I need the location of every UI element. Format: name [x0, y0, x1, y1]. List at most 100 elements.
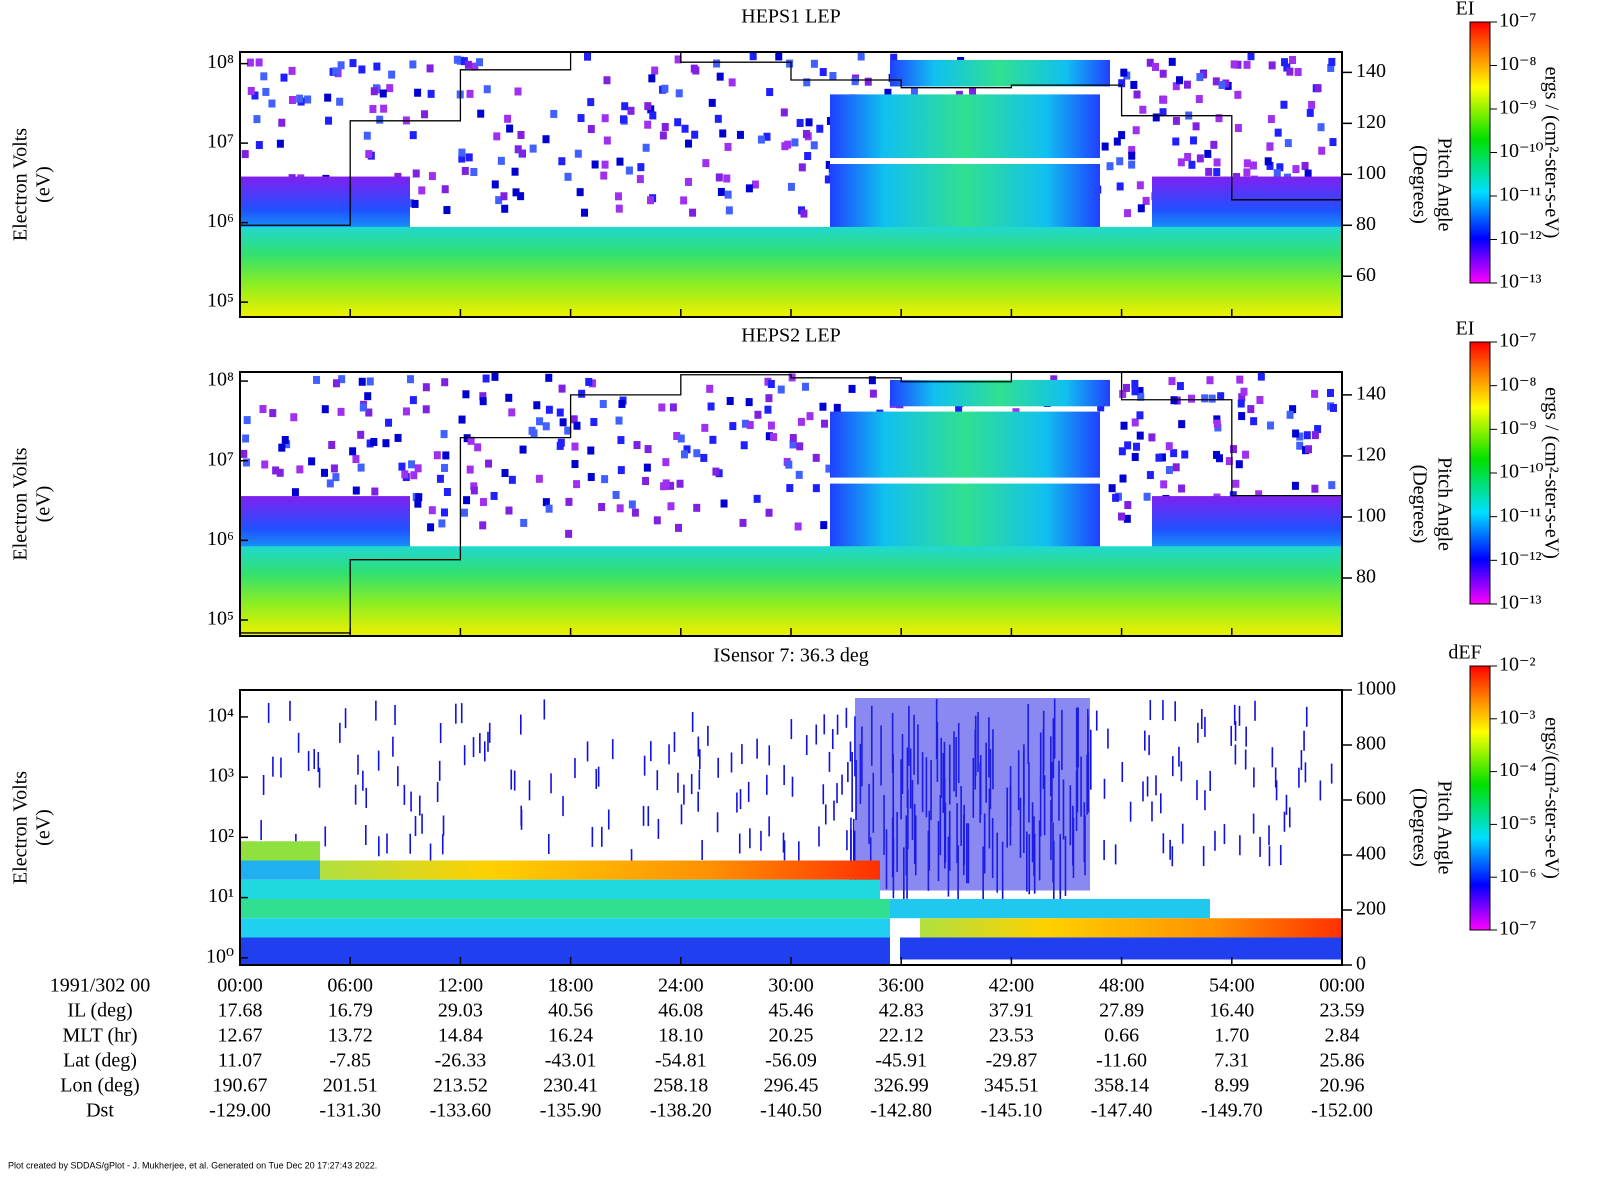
ephemeris-value: 345.51	[984, 1075, 1039, 1097]
spectrogram-pixel	[288, 66, 296, 75]
spectrogram-pixel	[587, 473, 595, 482]
spectrogram-pixel	[680, 196, 688, 205]
spectrogram-pixel	[313, 375, 321, 384]
spectrogram-pixel	[357, 463, 365, 472]
spectrogram-pixel	[267, 702, 270, 723]
spectrogram-pixel	[1171, 756, 1174, 777]
y-axis-label: Electron Volts	[10, 447, 32, 560]
spectrogram-pixel	[598, 503, 606, 512]
spectrogram-pixel	[1255, 490, 1263, 499]
spectrogram-pixel	[675, 89, 683, 98]
spectrogram-pixel	[1159, 793, 1162, 814]
spectrogram-pixel	[1276, 163, 1284, 172]
panel-title: HEPS1 LEP	[741, 6, 840, 28]
spectrogram-pixel	[1112, 493, 1120, 502]
spectrogram-pixel	[1196, 780, 1198, 801]
spectrogram-pixel	[1122, 383, 1130, 392]
spectrogram-pixel	[791, 138, 799, 147]
spectrogram-pixel	[767, 379, 775, 388]
spectrogram-pixel	[1267, 115, 1275, 124]
colorbar-tick-label: 10⁻¹²	[1499, 548, 1542, 570]
spectrogram-pixel	[1152, 62, 1160, 71]
spectrogram-pixel	[767, 421, 775, 430]
spectrogram-pixel	[366, 439, 374, 448]
spectrogram-pixel	[781, 142, 789, 151]
spectrogram-pixel	[1256, 396, 1264, 405]
spectrogram-pixel	[1271, 747, 1274, 768]
spectrogram-pixel	[415, 493, 423, 502]
spectrogram-pixel	[1089, 729, 1092, 790]
spectrogram-pixel	[650, 741, 652, 762]
spectrogram-pixel	[1116, 157, 1124, 166]
spectrogram-pixel	[630, 849, 633, 870]
spectrogram-pixel	[574, 758, 576, 779]
spectrogram-pixel	[1329, 138, 1337, 147]
spectrogram-pixel	[1252, 813, 1255, 834]
spectrogram-pixel	[436, 782, 439, 803]
spectrogram-pixel	[586, 741, 589, 762]
spectrogram-region	[240, 841, 320, 861]
spectrogram-pixel	[726, 397, 734, 406]
spectrogram-pixel	[1247, 405, 1255, 414]
ephemeris-value: 190.67	[213, 1075, 268, 1097]
spectrogram-pixel	[785, 460, 793, 469]
spectrogram-pixel	[1146, 471, 1154, 480]
spectrogram-pixel	[262, 87, 270, 96]
spectrogram-pixel	[247, 86, 255, 95]
spectrogram-pixel	[280, 73, 288, 82]
spectrogram-pixel	[850, 817, 852, 878]
spectrogram-pixel	[386, 84, 394, 93]
spectrogram-pixel	[410, 471, 418, 480]
spectrogram-pixel	[479, 392, 487, 401]
spectrogram-pixel	[831, 729, 834, 750]
spectrogram-pixel	[418, 186, 426, 195]
spectrogram-pixel	[1301, 161, 1309, 170]
spectrogram-pixel	[1165, 442, 1173, 451]
spectrogram-pixel	[482, 374, 490, 383]
spectrogram-pixel	[684, 177, 692, 186]
spectrogram-pixel	[565, 529, 573, 538]
spectrogram-region	[830, 477, 1100, 484]
spectrogram-pixel	[1268, 61, 1276, 70]
spectrogram-pixel	[676, 479, 684, 488]
spectrogram-pixel	[260, 72, 268, 81]
spectrogram-pixel	[1146, 776, 1149, 797]
spectrogram-pixel	[1128, 151, 1136, 160]
spectrogram-pixel	[358, 377, 366, 386]
spectrogram-pixel	[289, 700, 291, 721]
time-start-label: 1991/302 00	[50, 975, 151, 997]
spectrogram-pixel	[738, 833, 741, 854]
spectrogram-pixel	[884, 88, 892, 97]
ephemeris-value: 40.56	[548, 1000, 593, 1022]
spectrogram-pixel	[1213, 419, 1221, 428]
spectrogram-pixel	[617, 466, 625, 475]
ephemeris-label: IL (deg)	[67, 1000, 132, 1022]
spectrogram-pixel	[490, 491, 498, 500]
spectrogram-pixel	[601, 114, 609, 123]
spectrogram-pixel	[421, 813, 423, 834]
spectrogram-pixel	[364, 392, 372, 401]
ephemeris-value: -29.87	[986, 1050, 1038, 1072]
spectrogram-pixel	[1213, 168, 1221, 177]
spectrogram-pixel	[246, 58, 254, 67]
spectrogram-pixel	[1103, 778, 1106, 799]
spectrogram-pixel	[1291, 481, 1299, 490]
spectrogram-pixel	[1326, 388, 1334, 397]
y2-axis-unit: (Degrees)	[1408, 145, 1430, 224]
spectrogram-pixel	[262, 774, 265, 795]
spectrogram-pixel	[1188, 160, 1196, 169]
spectrogram-pixel	[466, 89, 474, 98]
spectrogram-pixel	[379, 89, 387, 98]
y2-tick-label: 800	[1356, 733, 1386, 755]
spectrogram-pixel	[1284, 139, 1292, 148]
spectrogram-pixel	[677, 772, 679, 793]
spectrogram-pixel	[1266, 161, 1274, 170]
spectrogram-pixel	[1113, 137, 1121, 146]
spectrogram-pixel	[617, 436, 625, 445]
spectrogram-pixel	[1279, 845, 1282, 866]
y2-tick-label: 120	[1356, 444, 1386, 466]
x-tick-label: 42:00	[989, 975, 1035, 997]
spectrogram-pixel	[644, 102, 652, 111]
spectrogram-pixel	[643, 755, 646, 776]
spectrogram-pixel	[789, 434, 797, 443]
